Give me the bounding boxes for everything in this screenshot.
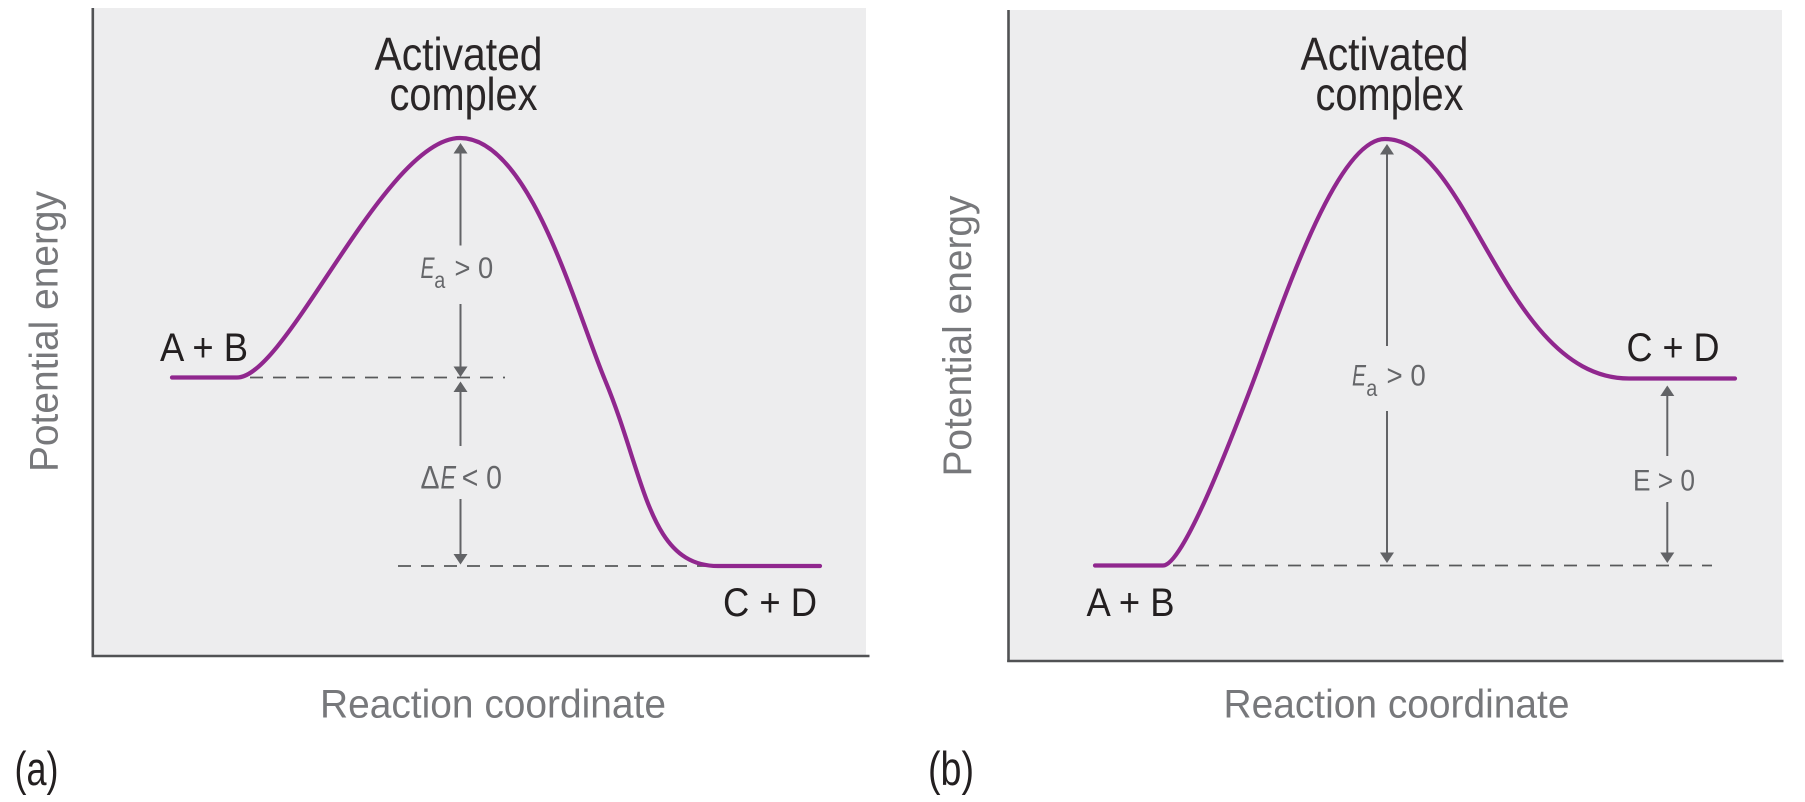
svg-text:Potential energy: Potential energy — [936, 196, 980, 477]
svg-text:C + D: C + D — [723, 581, 817, 625]
svg-text:E: E — [441, 460, 457, 496]
svg-text:a: a — [1366, 375, 1377, 401]
svg-text:Δ: Δ — [421, 460, 440, 496]
svg-text:Reaction coordinate: Reaction coordinate — [1224, 683, 1570, 727]
svg-text:complex: complex — [390, 68, 538, 120]
svg-text:C + D: C + D — [1627, 326, 1720, 370]
svg-text:Reaction coordinate: Reaction coordinate — [320, 683, 666, 727]
svg-text:a: a — [434, 267, 445, 293]
svg-text:A + B: A + B — [1087, 581, 1175, 625]
svg-text:(a): (a) — [15, 743, 59, 796]
svg-text:(b): (b) — [928, 743, 974, 796]
svg-text:E: E — [421, 252, 436, 285]
svg-text:E: E — [1352, 360, 1367, 393]
svg-text:Potential energy: Potential energy — [23, 191, 67, 472]
svg-text:E > 0: E > 0 — [1633, 465, 1695, 498]
svg-text:> 0: > 0 — [1387, 360, 1426, 393]
svg-text:A + B: A + B — [160, 326, 248, 370]
svg-text:complex: complex — [1316, 68, 1464, 120]
svg-text:Activated: Activated — [1301, 28, 1469, 80]
svg-text:> 0: > 0 — [455, 252, 494, 285]
svg-text:< 0: < 0 — [462, 460, 502, 496]
svg-text:Activated: Activated — [375, 28, 543, 80]
